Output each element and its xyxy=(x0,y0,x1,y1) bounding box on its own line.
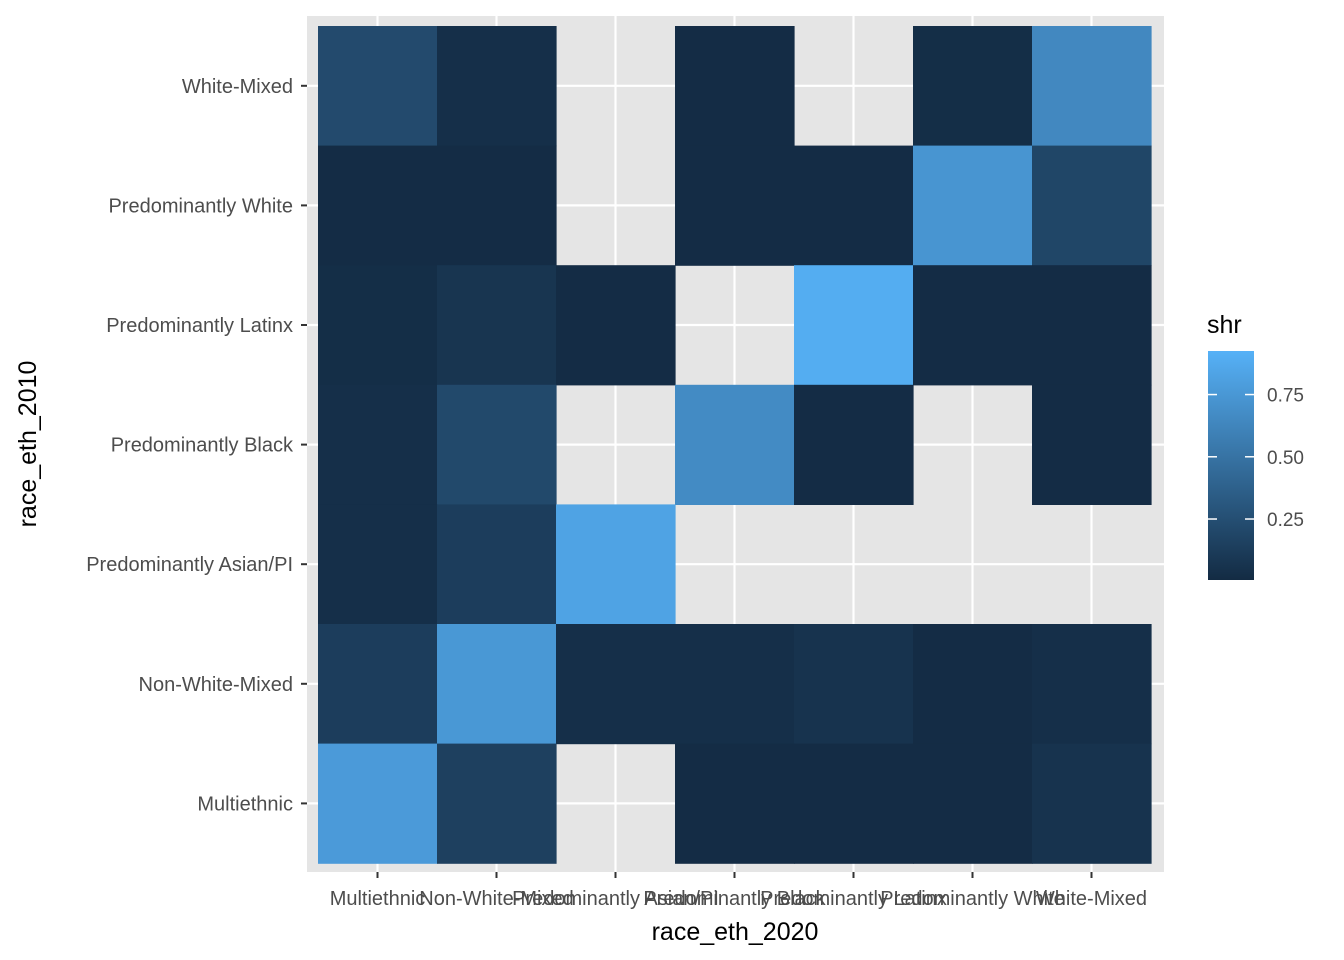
heatmap-cell xyxy=(913,743,1033,864)
heatmap-cell xyxy=(913,265,1033,386)
heatmap-cell xyxy=(318,265,438,386)
heatmap-cell xyxy=(437,624,557,745)
heatmap-cell xyxy=(794,384,914,505)
heatmap-cell xyxy=(675,624,795,745)
y-tick-label: Non-White-Mixed xyxy=(139,674,293,696)
heatmap-cell xyxy=(675,26,795,147)
x-tick-label: Predominantly Black xyxy=(643,888,826,910)
heatmap-cell xyxy=(318,743,438,864)
y-tick-label: White-Mixed xyxy=(182,76,293,98)
y-tick-label: Predominantly Black xyxy=(111,435,294,457)
x-tick-label: Non-White-Mixed xyxy=(419,888,573,910)
heatmap-cell xyxy=(794,624,914,745)
heatmap-cell xyxy=(675,743,795,864)
heatmap-cell xyxy=(1032,145,1152,266)
x-tick-label: White-Mixed xyxy=(1036,888,1147,910)
color-legend: shr 0.25 0.50 0.75 xyxy=(1207,311,1304,580)
heatmap-cell xyxy=(1032,624,1152,745)
y-tick-label: Multiethnic xyxy=(197,793,293,815)
legend-tick-label: 0.50 xyxy=(1267,448,1304,469)
x-tick-label: Predominantly White xyxy=(880,888,1065,910)
y-tick-label: Predominantly Asian/PI xyxy=(86,554,293,576)
y-axis: Multiethnic Non-White-Mixed Predominantly … xyxy=(86,76,307,815)
heatmap-cell xyxy=(318,145,438,266)
heatmap-cell xyxy=(794,265,914,386)
heatmap-cells xyxy=(318,26,1152,864)
legend-ticks: 0.25 0.50 0.75 xyxy=(1208,386,1304,531)
y-axis-title: race_eth_2010 xyxy=(14,361,42,528)
heatmap-cell xyxy=(318,26,438,147)
x-tick-label: Predominantly Asian/PI xyxy=(512,888,719,910)
heatmap-cell xyxy=(318,624,438,745)
x-tick-label: Predominantly Latinx xyxy=(760,888,947,910)
heatmap-cell xyxy=(913,26,1033,147)
heatmap-cell xyxy=(437,743,557,864)
heatmap-cell xyxy=(437,145,557,266)
heatmap-cell xyxy=(913,145,1033,266)
heatmap-cell xyxy=(437,504,557,625)
y-tick-label: Predominantly White xyxy=(108,195,293,217)
x-axis-title: race_eth_2020 xyxy=(652,918,819,946)
legend-title: shr xyxy=(1207,311,1242,339)
x-tick-label: Multiethnic xyxy=(330,888,426,910)
heatmap-cell xyxy=(556,504,676,625)
heatmap-cell xyxy=(556,624,676,745)
heatmap-cell xyxy=(556,265,676,386)
heatmap-cell xyxy=(437,265,557,386)
heatmap-cell xyxy=(437,384,557,505)
legend-color-bar xyxy=(1208,351,1254,580)
heatmap-cell xyxy=(1032,743,1152,864)
y-tick-label: Predominantly Latinx xyxy=(106,315,293,337)
heatmap-cell xyxy=(1032,26,1152,147)
x-axis: MultiethnicNon-White-MixedPredominantly … xyxy=(330,872,1147,910)
heatmap-cell xyxy=(437,26,557,147)
heatmap-cell xyxy=(794,743,914,864)
heatmap-cell xyxy=(1032,384,1152,505)
heatmap-cell xyxy=(675,145,795,266)
legend-tick-label: 0.75 xyxy=(1267,386,1304,407)
heatmap-cell xyxy=(1032,265,1152,386)
heatmap-cell xyxy=(318,504,438,625)
heatmap-cell xyxy=(794,145,914,266)
heatmap-cell xyxy=(318,384,438,505)
legend-tick-label: 0.25 xyxy=(1267,510,1304,531)
heatmap-cell xyxy=(913,624,1033,745)
heatmap-cell xyxy=(675,384,795,505)
